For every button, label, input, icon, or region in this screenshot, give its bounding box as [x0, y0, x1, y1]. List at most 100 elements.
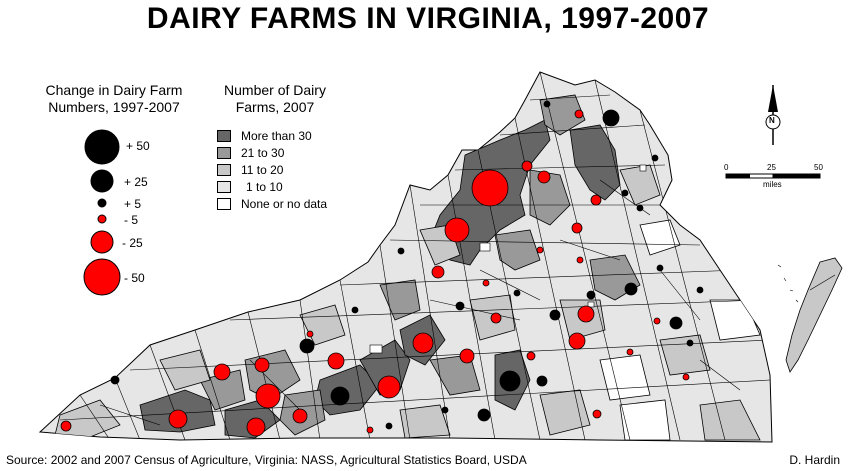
change-circle	[246, 417, 266, 437]
change-circle	[377, 375, 401, 399]
change-circle	[586, 290, 596, 300]
change-circle	[471, 169, 509, 207]
change-legend-title-line1: Change in Dairy Farm	[45, 82, 183, 98]
change-circle	[455, 301, 465, 311]
class-label: 21 to 30	[241, 145, 285, 160]
change-circle	[441, 406, 449, 414]
source-note: Source: 2002 and 2007 Census of Agricult…	[6, 453, 527, 467]
change-circle	[577, 305, 595, 323]
class-label: None or no data	[241, 196, 328, 211]
swatch-11-20	[217, 163, 231, 176]
scale-tick-50: 50	[814, 163, 823, 172]
count-class-11-20: 11 to 20	[217, 161, 327, 178]
count-legend-title-line2: Farms, 2007	[235, 99, 315, 115]
change-circles	[60, 100, 704, 437]
count-class-none: None or no data	[217, 195, 327, 212]
change-circle	[526, 351, 536, 361]
change-circle	[576, 256, 584, 264]
change-circle	[536, 246, 544, 254]
legend-label-minus50: - 50	[124, 271, 145, 285]
legend-circle-minus5	[97, 214, 107, 224]
change-circle	[366, 426, 374, 434]
eastern-shore-line	[809, 274, 836, 291]
legend-label-minus25: - 25	[122, 236, 143, 250]
count-class-more-than-30: More than 30	[217, 127, 327, 144]
change-circle	[626, 348, 634, 356]
coast-marsh	[777, 264, 799, 303]
class-label: 11 to 20	[241, 162, 284, 177]
change-circle	[686, 339, 694, 347]
change-legend-symbols	[83, 129, 121, 296]
change-circle	[459, 348, 475, 364]
change-circle	[385, 422, 393, 430]
change-circle	[571, 222, 583, 234]
count-class-21-30: 21 to 30	[217, 144, 327, 161]
change-circle	[397, 247, 405, 255]
change-circle	[490, 312, 502, 324]
change-circle	[351, 306, 359, 314]
change-circle	[656, 264, 664, 272]
change-circle	[327, 352, 345, 370]
city-spots	[369, 164, 647, 354]
county-region	[399, 404, 451, 439]
legend-circle-plus25	[90, 169, 114, 193]
north-label: N	[769, 116, 775, 125]
change-circle	[499, 370, 521, 392]
change-circle	[513, 289, 521, 297]
change-legend-title-line2: Numbers, 1997-2007	[48, 99, 180, 115]
change-circle	[330, 386, 350, 406]
count-legend-title: Number of Dairy Farms, 2007	[210, 82, 340, 116]
map-title: DAIRY FARMS IN VIRGINIA, 1997-2007	[146, 2, 710, 35]
county-region	[429, 354, 481, 396]
count-legend-title-line1: Number of Dairy	[224, 82, 326, 98]
county-region	[569, 124, 621, 201]
scale-bar	[725, 173, 821, 179]
county-region	[699, 399, 761, 441]
legend-label-plus50: + 50	[126, 139, 150, 153]
county-region	[159, 349, 211, 391]
county-region	[659, 334, 711, 376]
county-region	[494, 229, 541, 271]
legend-circle-minus50	[83, 258, 121, 296]
legend-label-minus5: - 5	[124, 213, 139, 227]
change-circle	[213, 363, 231, 381]
change-circle	[255, 383, 281, 409]
county-region	[639, 219, 681, 256]
change-circle	[431, 265, 445, 279]
scale-tick-25: 25	[767, 163, 776, 172]
change-circle	[682, 373, 690, 381]
change-circle	[60, 420, 72, 432]
change-circle	[636, 204, 644, 212]
change-circle	[168, 409, 188, 429]
change-circle	[444, 217, 470, 243]
change-circle	[521, 160, 533, 172]
change-circle	[543, 100, 551, 108]
change-circle	[621, 189, 629, 197]
change-circle	[299, 338, 315, 354]
swatch-none	[217, 197, 231, 210]
change-legend-title: Change in Dairy Farm Numbers, 1997-2007	[34, 82, 194, 116]
change-circle	[537, 170, 551, 184]
scale-unit: miles	[763, 180, 782, 189]
eastern-shore	[785, 257, 843, 373]
swatch-more-than-30	[217, 129, 231, 142]
class-label: 1 to 10	[246, 179, 283, 194]
change-circle	[292, 408, 308, 424]
change-circle	[549, 309, 561, 321]
change-circle	[574, 109, 584, 119]
class-label: More than 30	[241, 128, 312, 143]
county-region	[529, 169, 571, 226]
swatch-21-30	[217, 146, 231, 159]
legend-label-plus5: + 5	[124, 197, 142, 211]
change-circle	[651, 154, 659, 162]
north-arrow-icon	[765, 85, 781, 145]
change-circle	[412, 332, 434, 354]
change-circle	[624, 282, 638, 296]
count-class-1-10: 1 to 10	[217, 178, 327, 195]
change-circle	[254, 357, 270, 373]
county-region	[619, 399, 671, 441]
change-circle	[110, 375, 120, 385]
change-circle	[482, 279, 490, 287]
author-credit: D. Hardin	[789, 453, 840, 467]
